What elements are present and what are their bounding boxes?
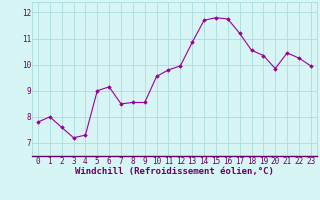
X-axis label: Windchill (Refroidissement éolien,°C): Windchill (Refroidissement éolien,°C) <box>75 167 274 176</box>
